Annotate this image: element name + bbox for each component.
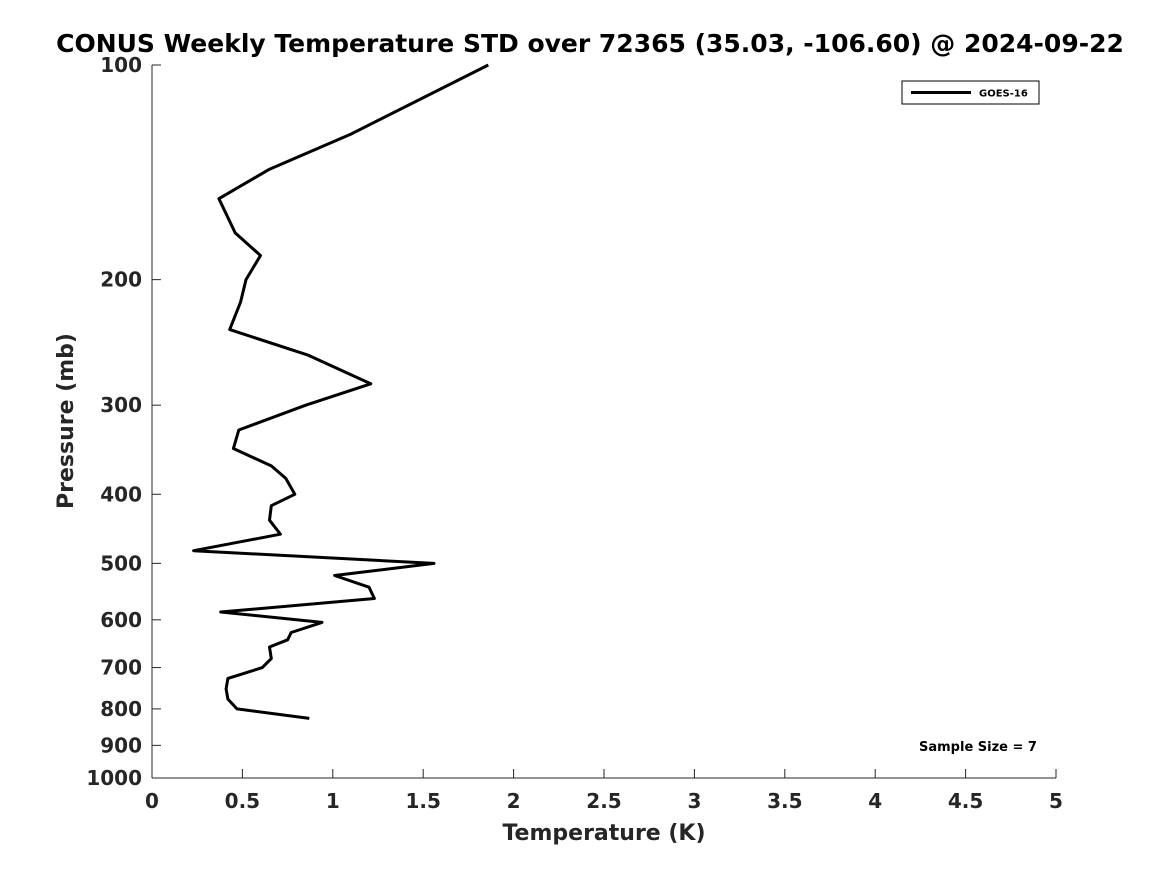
y-tick-label: 300: [100, 393, 142, 417]
x-tick-label: 4.5: [948, 789, 983, 813]
x-tick-label: 1.5: [405, 789, 440, 813]
x-tick-label: 3: [687, 789, 701, 813]
x-tick-label: 5: [1049, 789, 1063, 813]
series-line-goes16: [192, 63, 489, 720]
series-layer: [192, 63, 489, 720]
x-tick-label: 2: [507, 789, 521, 813]
y-tick-label: 800: [100, 697, 142, 721]
y-tick-label: 900: [100, 733, 142, 757]
y-tick-label: 700: [100, 656, 142, 680]
x-axis-label: Temperature (K): [502, 821, 705, 846]
y-tick-label: 600: [100, 608, 142, 632]
sample-size-annotation: Sample Size = 7: [919, 740, 1037, 755]
x-tick-label: 0.5: [225, 789, 260, 813]
x-tick-label: 4: [868, 789, 882, 813]
x-tick-label: 3.5: [767, 789, 802, 813]
y-tick-label: 400: [100, 482, 142, 506]
y-tick-label: 500: [100, 551, 142, 575]
x-ticks: 0 0.5 1 1.5 2 2.5 3 3.5 4 4.5 5: [145, 769, 1063, 813]
y-axis-label: Pressure (mb): [54, 333, 79, 509]
x-tick-label: 0: [145, 789, 159, 813]
legend: GOES-16: [901, 80, 1040, 105]
x-tick-label: 2.5: [586, 789, 621, 813]
y-tick-label: 200: [100, 268, 142, 292]
y-tick-label: 100: [100, 53, 142, 77]
legend-label-goes16: GOES-16: [979, 89, 1028, 100]
y-tick-label: 1000: [86, 766, 142, 790]
chart-title: CONUS Weekly Temperature STD over 72365 …: [56, 29, 1124, 58]
x-tick-label: 1: [326, 789, 340, 813]
y-ticks: 100 200 300 400 500 600 700 800 900 1000: [86, 53, 161, 790]
